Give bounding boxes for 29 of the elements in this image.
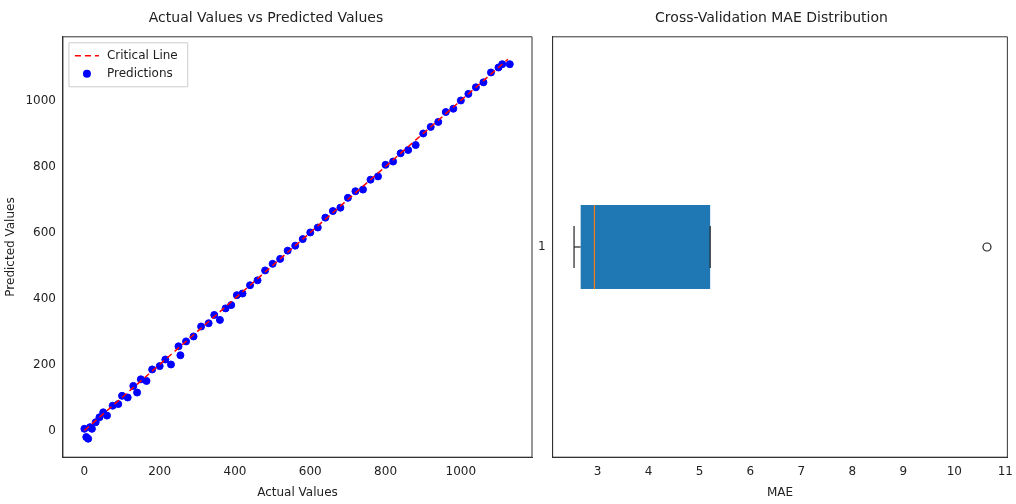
y-tick-label: 0 <box>48 422 56 437</box>
y-tick-label: 400 <box>33 290 56 305</box>
x-tick-label: 600 <box>298 463 322 478</box>
x-tick-label: 10 <box>946 463 962 478</box>
y-tick-label: 600 <box>33 224 56 239</box>
x-axis-title: MAE <box>766 484 794 499</box>
x-tick-label: 3 <box>593 463 602 478</box>
x-tick-label: 6 <box>746 463 755 478</box>
y-tick-label: 1000 <box>25 92 56 107</box>
x-tick-label: 0 <box>80 463 89 478</box>
x-tick-label: 800 <box>374 463 398 478</box>
y-tick-label: 800 <box>33 158 56 173</box>
x-tick-label: 4 <box>644 463 653 478</box>
x-tick-label: 5 <box>695 463 704 478</box>
x-tick-label: 11 <box>997 463 1013 478</box>
legend-label: Predictions <box>106 65 173 80</box>
legend-label: Critical Line <box>106 47 178 62</box>
x-tick-label: 1000 <box>445 463 477 478</box>
x-axis-title: Actual Values <box>257 484 338 499</box>
y-tick-label: 200 <box>33 356 56 371</box>
x-tick-label: 7 <box>797 463 806 478</box>
chart-title: Actual Values vs Predicted Values <box>148 9 384 26</box>
x-tick-label: 9 <box>899 463 908 478</box>
y-tick-label: 1 <box>537 239 546 254</box>
x-tick-label: 200 <box>148 463 172 478</box>
x-tick-label: 8 <box>848 463 857 478</box>
chart-title: Cross-Validation MAE Distribution <box>655 9 888 26</box>
y-axis-title: Predicted Values <box>3 197 18 297</box>
x-tick-label: 400 <box>223 463 247 478</box>
